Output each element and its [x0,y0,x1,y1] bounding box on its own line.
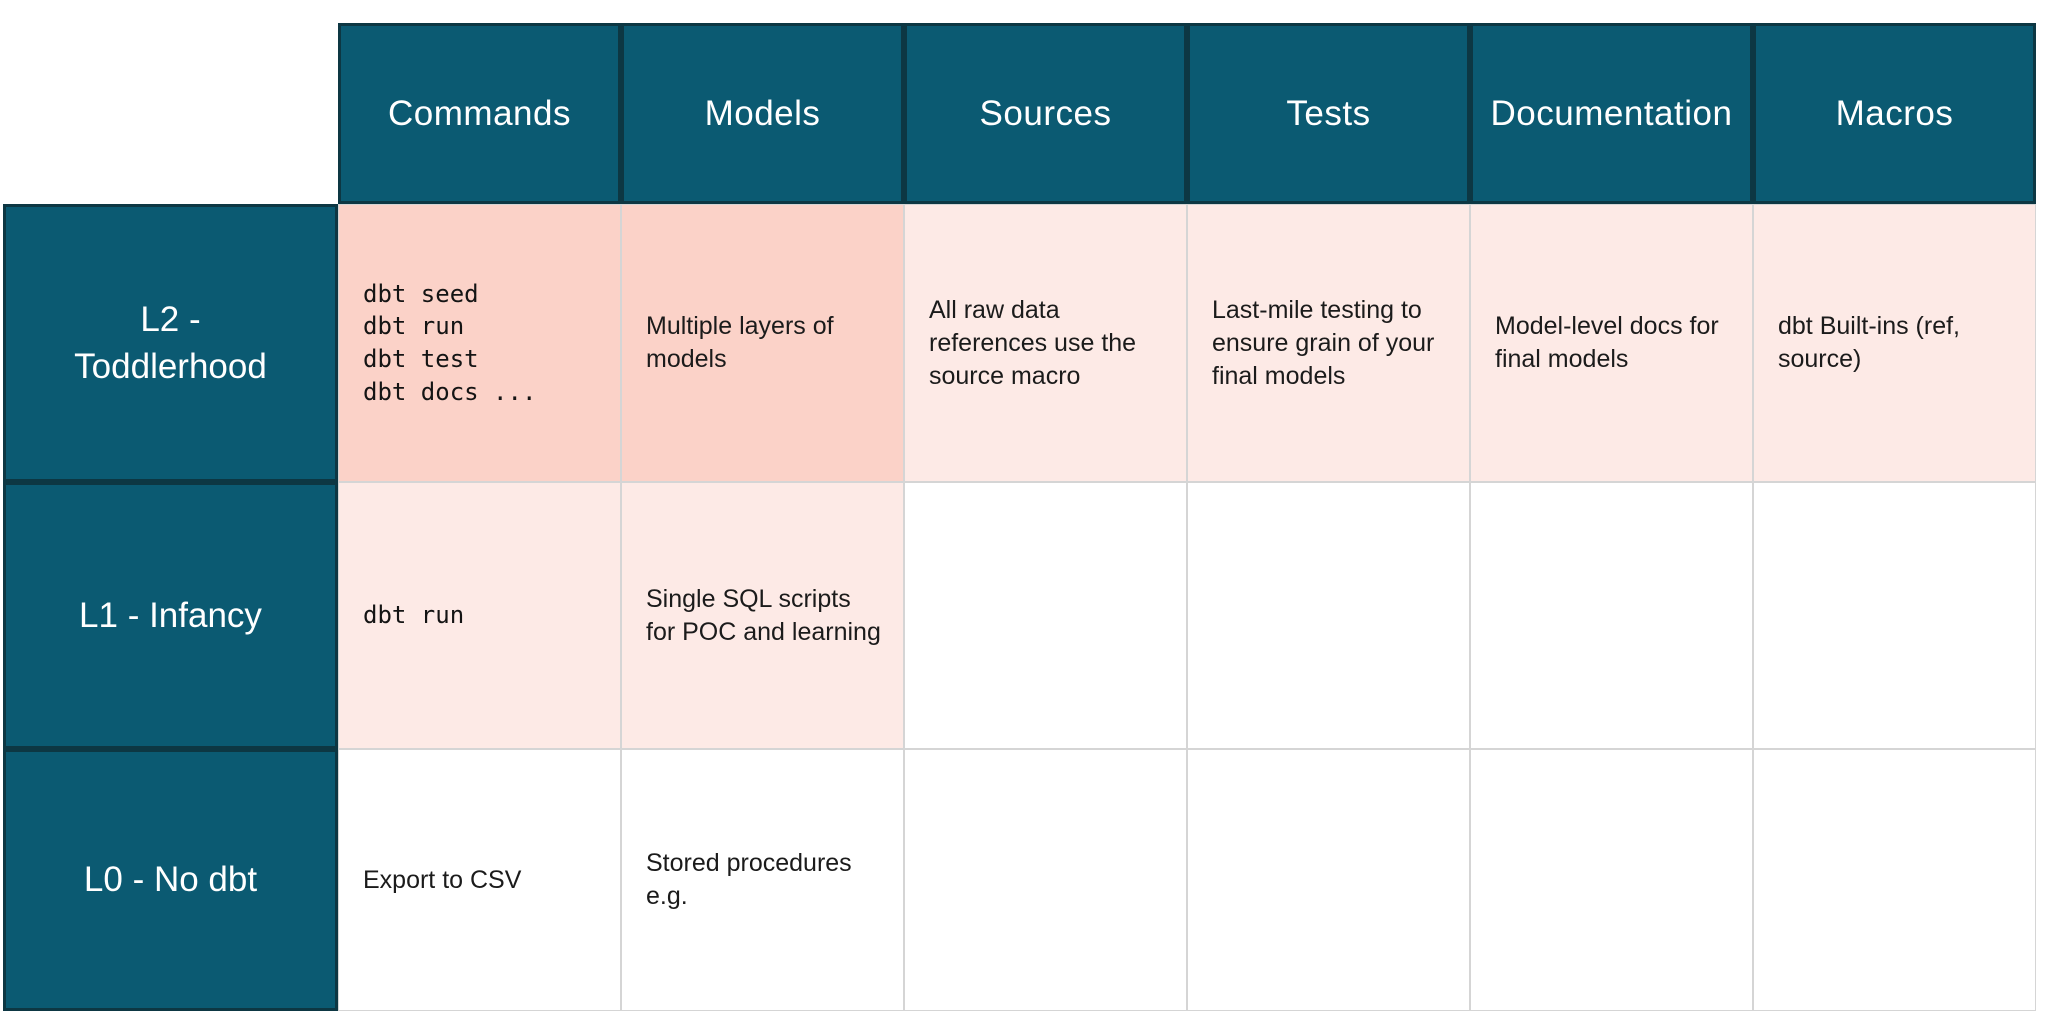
column-header-sources-label: Sources [979,93,1112,133]
cell-l1-commands-text: dbt run [363,601,465,630]
column-header-documentation-label: Documentation [1490,93,1733,133]
cell-l2-sources: All raw data references use the source m… [904,204,1187,482]
cell-l0-models: Stored procedures e.g. [621,749,904,1011]
corner-blank-cell [3,23,338,204]
cell-l2-tests: Last-mile testing to ensure grain of you… [1187,204,1470,482]
row-header-l1-label: L1 - Infancy [79,595,262,635]
row-header-l0-no-dbt: L0 - No dbt [3,749,338,1011]
cell-l2-tests-text: Last-mile testing to ensure grain of you… [1212,295,1435,390]
cell-l2-macros: dbt Built-ins (ref, source) [1753,204,2036,482]
cell-l1-macros [1753,482,2036,749]
column-header-documentation: Documentation [1470,23,1753,204]
row-header-l2-label: L2 - Toddlerhood [74,299,267,386]
column-header-tests: Tests [1187,23,1470,204]
cell-l0-macros [1753,749,2036,1011]
cell-l2-documentation: Model-level docs for final models [1470,204,1753,482]
cell-l0-tests [1187,749,1470,1011]
cell-l0-documentation [1470,749,1753,1011]
column-header-macros-label: Macros [1835,93,1954,133]
cell-l1-models-text: Single SQL scripts for POC and learning [646,584,881,646]
cell-l2-models-text: Multiple layers of models [646,312,834,373]
cell-l1-documentation [1470,482,1753,749]
cell-l1-tests [1187,482,1470,749]
row-header-l1-infancy: L1 - Infancy [3,482,338,749]
cell-l1-models: Single SQL scripts for POC and learning [621,482,904,749]
cell-l2-macros-text: dbt Built-ins (ref, source) [1778,312,1961,373]
cell-l1-sources [904,482,1187,749]
cell-l0-sources [904,749,1187,1011]
cell-l1-commands: dbt run [338,482,621,749]
column-header-commands: Commands [338,23,621,204]
cell-l0-commands: Export to CSV [338,749,621,1011]
column-header-macros: Macros [1753,23,2036,204]
cell-l2-documentation-text: Model-level docs for final models [1495,312,1719,373]
cell-l2-commands: dbt seed dbt run dbt test dbt docs ... [338,204,621,482]
column-header-models-label: Models [704,93,821,133]
row-header-l2-toddlerhood: L2 - Toddlerhood [3,204,338,482]
cell-l2-sources-text: All raw data references use the source m… [929,295,1137,390]
cell-l2-models: Multiple layers of models [621,204,904,482]
column-header-tests-label: Tests [1286,93,1371,133]
cell-l0-commands-text: Export to CSV [363,865,522,894]
row-header-l0-label: L0 - No dbt [83,860,258,900]
column-header-sources: Sources [904,23,1187,204]
column-header-models: Models [621,23,904,204]
cell-l0-models-text: Stored procedures e.g. [646,849,852,910]
maturity-table: Commands Models Sources Tests Documentat… [3,23,2036,1011]
cell-l2-commands-text: dbt seed dbt run dbt test dbt docs ... [363,279,537,406]
column-header-commands-label: Commands [388,93,571,133]
